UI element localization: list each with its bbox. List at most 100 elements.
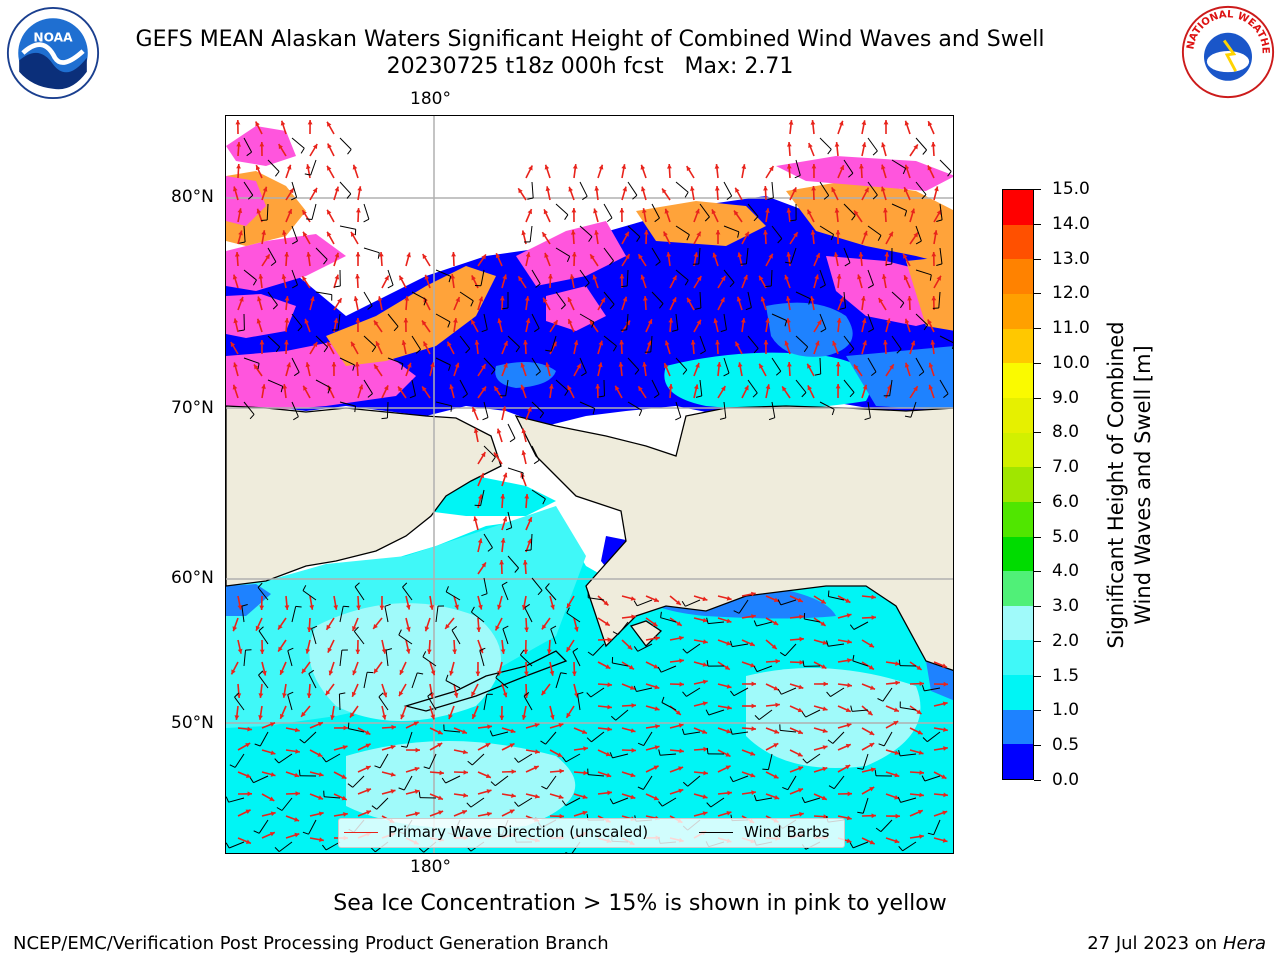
wind-barb <box>685 599 701 607</box>
wind-barb-flag <box>423 299 427 306</box>
wave-direction-arrowhead <box>741 318 746 323</box>
wind-barb <box>507 467 524 474</box>
wind-barb-flag <box>921 685 925 692</box>
wind-barb-flag <box>827 149 832 155</box>
wind-barb <box>806 753 821 764</box>
wind-barb <box>708 709 725 716</box>
wave-direction-arrowhead <box>305 164 311 169</box>
wave-direction-arrowhead <box>558 723 564 728</box>
wave-direction-arrowhead <box>374 320 379 326</box>
wind-barb-flag <box>295 605 302 608</box>
wave-direction-arrowhead <box>919 681 924 686</box>
wind-barb-flag <box>706 660 709 667</box>
wind-barb <box>281 797 293 811</box>
wind-barb-flag <box>465 348 471 354</box>
wind-barb-flag <box>441 777 447 784</box>
wave-direction-arrowhead <box>751 726 756 732</box>
wave-direction-arrowhead <box>478 604 483 610</box>
wind-barb <box>867 269 874 286</box>
wave-direction-arrowhead <box>799 660 804 665</box>
wind-barb <box>819 225 834 235</box>
wave-direction-arrowhead <box>404 296 410 301</box>
wave-direction-arrowhead <box>870 685 875 690</box>
wave-direction-arrowhead <box>499 560 504 565</box>
wave-direction-arrowhead <box>760 296 766 302</box>
wave-direction-arrowhead <box>495 625 500 631</box>
wind-barb-flag <box>943 393 949 398</box>
wind-barb <box>819 357 822 375</box>
wave-direction-arrowhead <box>773 743 779 748</box>
wave-direction-arrowhead <box>552 341 557 347</box>
wind-barb-flag <box>274 758 280 764</box>
wind-barb <box>758 709 773 720</box>
wave-direction-arrowhead <box>904 120 910 126</box>
wave-direction-arrowhead <box>475 671 481 676</box>
wave-direction-arrowhead <box>451 252 456 257</box>
wind-barb-flag <box>448 276 452 283</box>
wind-barb <box>258 819 269 834</box>
wave-direction-arrowhead <box>437 743 443 748</box>
wind-barb-flag <box>384 603 391 607</box>
wave-direction-arrowhead <box>936 275 941 281</box>
wind-barb-flag <box>311 625 318 630</box>
wind-barb-flag <box>401 745 408 748</box>
wind-barb <box>771 357 782 372</box>
wind-barb-flag <box>705 709 710 716</box>
wind-barb-flag <box>347 783 353 788</box>
wind-barb <box>529 225 533 242</box>
wind-barb <box>745 247 749 264</box>
wind-barb-flag <box>720 329 727 333</box>
wave-direction-arrowhead <box>664 363 669 369</box>
wind-barb <box>686 643 701 654</box>
wave-direction-arrowhead <box>595 384 601 389</box>
wind-barb <box>651 379 660 395</box>
wind-barb <box>891 203 907 212</box>
wind-barb-flag <box>422 651 427 658</box>
wave-direction-arrowhead <box>594 230 599 235</box>
wave-direction-arrowhead <box>495 253 501 259</box>
wave-direction-arrowhead <box>405 648 411 654</box>
wave-direction-arrowhead <box>894 838 900 844</box>
wind-barb-flag <box>447 321 451 328</box>
wave-direction-arrowhead <box>399 669 405 675</box>
wind-barb-flag <box>229 764 236 768</box>
wind-barb <box>339 181 352 195</box>
wave-direction-arrowhead <box>735 187 740 193</box>
wave-direction-arrowhead <box>525 252 531 258</box>
wave-direction-arrowhead <box>527 209 532 215</box>
wind-barbs-legend-swatch <box>699 832 733 833</box>
wind-barb-flag <box>514 567 519 573</box>
wind-barb-flag <box>280 386 284 393</box>
wind-barb-flag <box>482 417 489 421</box>
wave-direction-arrowhead <box>373 668 379 674</box>
wave-direction-arrowhead <box>943 681 948 687</box>
wind-barb <box>577 694 581 711</box>
wave-direction-arrowhead <box>503 341 508 346</box>
wind-barb <box>684 731 701 735</box>
wave-direction-arrowhead <box>917 810 923 815</box>
wind-barb <box>339 357 355 366</box>
wind-barb <box>650 335 653 353</box>
wave-direction-arrowhead <box>231 669 236 675</box>
wave-direction-arrowhead <box>327 143 332 149</box>
wind-barb <box>363 335 377 348</box>
wave-direction-arrowhead <box>861 142 867 148</box>
wave-direction-arrowhead <box>502 472 508 478</box>
wave-direction-arrowhead <box>355 649 361 654</box>
wind-barb <box>243 181 254 196</box>
wave-direction-arrowhead <box>934 186 939 192</box>
wave-direction-arrowhead <box>424 274 430 280</box>
wind-barb <box>910 401 917 418</box>
wave-direction-arrowhead <box>638 386 643 392</box>
wave-direction-arrowhead <box>675 710 681 715</box>
wind-barb-flag <box>297 326 303 332</box>
wave-direction-arrowhead <box>384 275 389 281</box>
footer-date: 27 Jul 2023 on Hera <box>1087 933 1266 954</box>
wind-barb-flag <box>634 369 640 375</box>
wind-barb <box>403 775 413 791</box>
wave-direction-arrowhead <box>261 384 266 389</box>
wave-direction-arrowhead <box>524 627 529 632</box>
wave-direction-arrowhead <box>422 254 427 259</box>
wave-direction-arrowhead <box>751 790 756 795</box>
wave-direction-arrowhead <box>845 765 851 770</box>
